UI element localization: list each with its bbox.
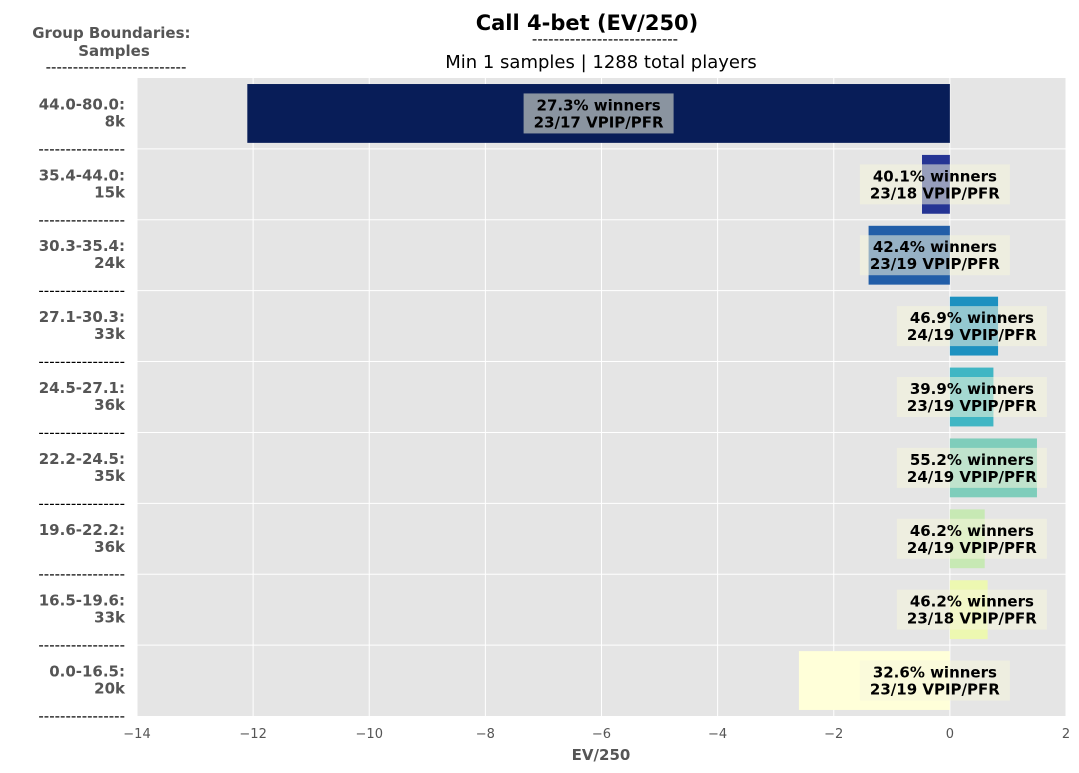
group-separator: ---------------- xyxy=(38,565,125,583)
y-axis-title-underline: -------------------------- xyxy=(46,58,187,76)
y-tick-range: 19.6-22.2: xyxy=(39,521,125,539)
x-tick-label: 0 xyxy=(946,727,954,742)
x-tick-label: −4 xyxy=(708,727,727,742)
y-tick-samples: 33k xyxy=(94,325,126,343)
y-tick-range: 22.2-24.5: xyxy=(39,450,125,468)
group-separator: ---------------- xyxy=(38,423,125,441)
bar-label-winners: 40.1% winners xyxy=(873,167,997,185)
y-axis-title: Group Boundaries: Samples xyxy=(32,24,195,60)
group-separator: ---------------- xyxy=(38,494,125,512)
bar-label-winners: 32.6% winners xyxy=(873,664,997,682)
y-tick-range: 16.5-19.6: xyxy=(39,592,125,610)
y-tick-range: 27.1-30.3: xyxy=(39,308,125,326)
y-tick-range: 44.0-80.0: xyxy=(39,95,125,113)
bar-label-vpip-pfr: 23/18 VPIP/PFR xyxy=(907,610,1037,628)
group-separator: ---------------- xyxy=(38,707,125,725)
x-tick-label: −8 xyxy=(476,727,495,742)
bar-label-vpip-pfr: 23/19 VPIP/PFR xyxy=(870,255,1000,273)
bar-label-vpip-pfr: 23/18 VPIP/PFR xyxy=(870,184,1000,202)
x-axis-label: EV/250 xyxy=(572,746,631,764)
group-separator: ---------------- xyxy=(38,282,125,300)
bar-label-winners: 42.4% winners xyxy=(873,238,997,256)
group-separator: ---------------- xyxy=(38,353,125,371)
bar-label-winners: 46.2% winners xyxy=(910,593,1034,611)
bar-label-vpip-pfr: 24/19 VPIP/PFR xyxy=(907,326,1037,344)
bar-label-winners: 39.9% winners xyxy=(910,380,1034,398)
y-tick-samples: 36k xyxy=(94,396,126,414)
y-tick-samples: 8k xyxy=(105,112,126,130)
x-tick-label: −6 xyxy=(592,727,611,742)
group-separator: ---------------- xyxy=(38,636,125,654)
bar-label-vpip-pfr: 23/19 VPIP/PFR xyxy=(907,397,1037,415)
x-tick-label: 2 xyxy=(1062,727,1070,742)
y-tick-samples: 20k xyxy=(94,680,126,698)
group-separator: ---------------- xyxy=(38,140,125,158)
y-tick-range: 0.0-16.5: xyxy=(49,663,125,681)
y-tick-samples: 24k xyxy=(94,254,126,272)
bar-label-vpip-pfr: 23/17 VPIP/PFR xyxy=(534,113,664,131)
bar-label-vpip-pfr: 24/19 VPIP/PFR xyxy=(907,539,1037,557)
x-tick-label: −14 xyxy=(123,727,150,742)
x-tick-label: −10 xyxy=(356,727,383,742)
y-tick-labels-group: 44.0-80.0:8k ---------------- 35.4-44.0:15… xyxy=(38,95,126,725)
y-tick-range: 24.5-27.1: xyxy=(39,379,125,397)
x-tick-label: −12 xyxy=(239,727,266,742)
y-tick-range: 30.3-35.4: xyxy=(39,237,125,255)
y-tick-samples: 15k xyxy=(94,183,126,201)
group-separator: ---------------- xyxy=(38,211,125,229)
bar-label-winners: 46.9% winners xyxy=(910,309,1034,327)
x-tick-label: −2 xyxy=(824,727,843,742)
bar-label-winners: 27.3% winners xyxy=(537,96,661,114)
y-tick-range: 35.4-44.0: xyxy=(39,166,125,184)
x-tick-labels-group: −14 −12 −10 −8 −6 −4 −2 0 2 xyxy=(123,727,1070,742)
y-tick-samples: 36k xyxy=(94,538,126,556)
y-tick-samples: 35k xyxy=(94,467,126,485)
chart-title-underline: --------------------------- xyxy=(532,30,678,48)
bar-label-vpip-pfr: 23/19 VPIP/PFR xyxy=(870,681,1000,699)
bar-label-winners: 55.2% winners xyxy=(910,451,1034,469)
chart-subtitle: Min 1 samples | 1288 total players xyxy=(445,52,757,73)
y-tick-samples: 33k xyxy=(94,609,126,627)
bar-label-vpip-pfr: 24/19 VPIP/PFR xyxy=(907,468,1037,486)
bar-label-winners: 46.2% winners xyxy=(910,522,1034,540)
